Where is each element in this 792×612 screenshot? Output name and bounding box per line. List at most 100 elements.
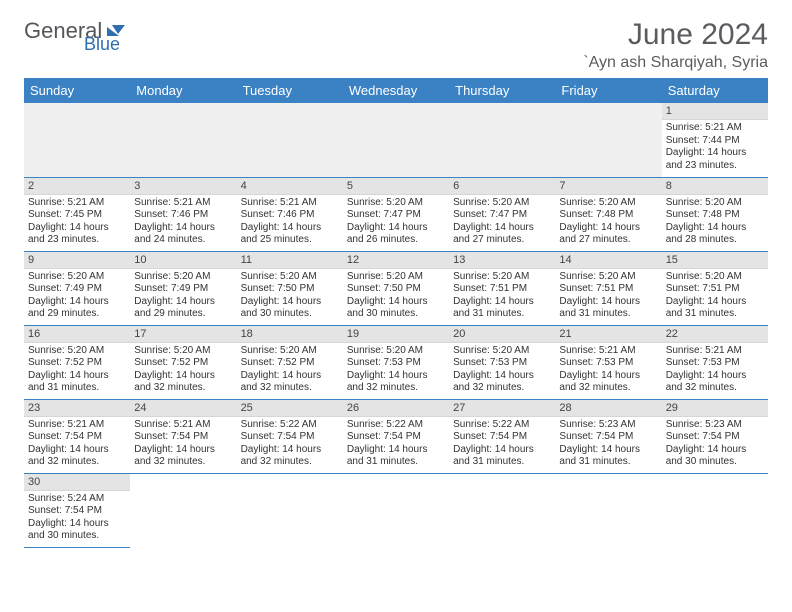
daylight-line-1: Daylight: 14 hours <box>347 370 445 383</box>
daylight-line-1: Daylight: 14 hours <box>134 370 232 383</box>
day-cell: 7Sunrise: 5:20 AMSunset: 7:48 PMDaylight… <box>555 177 661 251</box>
day-number: 4 <box>237 178 343 195</box>
day-cell: 20Sunrise: 5:20 AMSunset: 7:53 PMDayligh… <box>449 325 555 399</box>
day-details: Sunrise: 5:21 AMSunset: 7:54 PMDaylight:… <box>130 417 236 473</box>
day-cell: 23Sunrise: 5:21 AMSunset: 7:54 PMDayligh… <box>24 399 130 473</box>
day-number: 16 <box>24 326 130 343</box>
title-block: June 2024 `Ayn ash Sharqiyah, Syria <box>583 18 768 72</box>
day-details: Sunrise: 5:22 AMSunset: 7:54 PMDaylight:… <box>449 417 555 473</box>
day-details: Sunrise: 5:20 AMSunset: 7:49 PMDaylight:… <box>24 269 130 325</box>
day-cell: 17Sunrise: 5:20 AMSunset: 7:52 PMDayligh… <box>130 325 236 399</box>
day-number: 21 <box>555 326 661 343</box>
day-cell <box>24 103 130 177</box>
daylight-line-2: and 31 minutes. <box>347 456 445 469</box>
sunset-line: Sunset: 7:47 PM <box>347 209 445 222</box>
day-number: 29 <box>662 400 768 417</box>
sunrise-line: Sunrise: 5:20 AM <box>453 197 551 210</box>
daylight-line-2: and 32 minutes. <box>241 456 339 469</box>
location-label: `Ayn ash Sharqiyah, Syria <box>583 54 768 72</box>
day-cell: 18Sunrise: 5:20 AMSunset: 7:52 PMDayligh… <box>237 325 343 399</box>
sunrise-line: Sunrise: 5:21 AM <box>666 122 764 135</box>
day-cell: 8Sunrise: 5:20 AMSunset: 7:48 PMDaylight… <box>662 177 768 251</box>
daylight-line-2: and 31 minutes. <box>453 456 551 469</box>
day-cell <box>449 103 555 177</box>
calendar-head: SundayMondayTuesdayWednesdayThursdayFrid… <box>24 78 768 103</box>
day-cell <box>555 103 661 177</box>
daylight-line-2: and 23 minutes. <box>666 160 764 173</box>
sunrise-line: Sunrise: 5:21 AM <box>559 345 657 358</box>
daylight-line-1: Daylight: 14 hours <box>134 222 232 235</box>
day-details: Sunrise: 5:20 AMSunset: 7:48 PMDaylight:… <box>555 195 661 251</box>
week-row: 2Sunrise: 5:21 AMSunset: 7:45 PMDaylight… <box>24 177 768 251</box>
day-number: 8 <box>662 178 768 195</box>
sunset-line: Sunset: 7:52 PM <box>134 357 232 370</box>
day-cell: 10Sunrise: 5:20 AMSunset: 7:49 PMDayligh… <box>130 251 236 325</box>
day-header: Tuesday <box>237 78 343 103</box>
sunset-line: Sunset: 7:51 PM <box>559 283 657 296</box>
day-number: 22 <box>662 326 768 343</box>
daylight-line-2: and 31 minutes. <box>559 456 657 469</box>
daylight-line-1: Daylight: 14 hours <box>453 222 551 235</box>
week-row: 9Sunrise: 5:20 AMSunset: 7:49 PMDaylight… <box>24 251 768 325</box>
week-row: 23Sunrise: 5:21 AMSunset: 7:54 PMDayligh… <box>24 399 768 473</box>
day-header: Friday <box>555 78 661 103</box>
day-details: Sunrise: 5:22 AMSunset: 7:54 PMDaylight:… <box>237 417 343 473</box>
calendar-body: 1Sunrise: 5:21 AMSunset: 7:44 PMDaylight… <box>24 103 768 547</box>
day-number: 17 <box>130 326 236 343</box>
sunset-line: Sunset: 7:46 PM <box>134 209 232 222</box>
sunrise-line: Sunrise: 5:23 AM <box>559 419 657 432</box>
sunrise-line: Sunrise: 5:22 AM <box>453 419 551 432</box>
day-number: 6 <box>449 178 555 195</box>
daylight-line-2: and 32 minutes. <box>28 456 126 469</box>
day-number: 9 <box>24 252 130 269</box>
daylight-line-1: Daylight: 14 hours <box>453 296 551 309</box>
daylight-line-2: and 28 minutes. <box>666 234 764 247</box>
day-header: Thursday <box>449 78 555 103</box>
sunset-line: Sunset: 7:49 PM <box>28 283 126 296</box>
daylight-line-1: Daylight: 14 hours <box>28 518 126 531</box>
daylight-line-1: Daylight: 14 hours <box>559 222 657 235</box>
sunrise-line: Sunrise: 5:22 AM <box>347 419 445 432</box>
daylight-line-1: Daylight: 14 hours <box>666 370 764 383</box>
sunset-line: Sunset: 7:54 PM <box>666 431 764 444</box>
day-details: Sunrise: 5:20 AMSunset: 7:51 PMDaylight:… <box>555 269 661 325</box>
day-cell: 30 Sunrise: 5:24 AMSunset: 7:54 PMDayligh… <box>24 473 130 547</box>
sunrise-line: Sunrise: 5:21 AM <box>666 345 764 358</box>
day-number: 30 <box>24 474 130 491</box>
day-cell: 11Sunrise: 5:20 AMSunset: 7:50 PMDayligh… <box>237 251 343 325</box>
sunset-line: Sunset: 7:54 PM <box>453 431 551 444</box>
day-details: Sunrise: 5:21 AMSunset: 7:44 PMDaylight:… <box>662 120 768 176</box>
day-details: Sunrise: 5:20 AMSunset: 7:50 PMDaylight:… <box>343 269 449 325</box>
day-number: 26 <box>343 400 449 417</box>
daylight-line-2: and 32 minutes. <box>134 456 232 469</box>
daylight-line-1: Daylight: 14 hours <box>28 296 126 309</box>
daylight-line-1: Daylight: 14 hours <box>347 222 445 235</box>
day-number: 13 <box>449 252 555 269</box>
day-details: Sunrise: 5:20 AMSunset: 7:48 PMDaylight:… <box>662 195 768 251</box>
day-details: Sunrise: 5:22 AMSunset: 7:54 PMDaylight:… <box>343 417 449 473</box>
day-number: 27 <box>449 400 555 417</box>
day-number: 18 <box>237 326 343 343</box>
day-details: Sunrise: 5:20 AMSunset: 7:49 PMDaylight:… <box>130 269 236 325</box>
daylight-line-2: and 30 minutes. <box>241 308 339 321</box>
daylight-line-1: Daylight: 14 hours <box>28 444 126 457</box>
sunrise-line: Sunrise: 5:24 AM <box>28 493 126 506</box>
daylight-line-1: Daylight: 14 hours <box>134 296 232 309</box>
day-number: 10 <box>130 252 236 269</box>
sunset-line: Sunset: 7:52 PM <box>28 357 126 370</box>
sunset-line: Sunset: 7:51 PM <box>453 283 551 296</box>
sunset-line: Sunset: 7:54 PM <box>28 505 126 518</box>
day-number: 3 <box>130 178 236 195</box>
day-details: Sunrise: 5:20 AMSunset: 7:50 PMDaylight:… <box>237 269 343 325</box>
day-cell: 13Sunrise: 5:20 AMSunset: 7:51 PMDayligh… <box>449 251 555 325</box>
daylight-line-1: Daylight: 14 hours <box>559 296 657 309</box>
sunrise-line: Sunrise: 5:20 AM <box>453 345 551 358</box>
sunrise-line: Sunrise: 5:20 AM <box>134 271 232 284</box>
brand-text-2: Blue <box>84 34 120 55</box>
day-header: Monday <box>130 78 236 103</box>
sunrise-line: Sunrise: 5:22 AM <box>241 419 339 432</box>
day-cell: 28Sunrise: 5:23 AMSunset: 7:54 PMDayligh… <box>555 399 661 473</box>
day-cell <box>343 473 449 547</box>
sunset-line: Sunset: 7:44 PM <box>666 135 764 148</box>
day-header: Saturday <box>662 78 768 103</box>
